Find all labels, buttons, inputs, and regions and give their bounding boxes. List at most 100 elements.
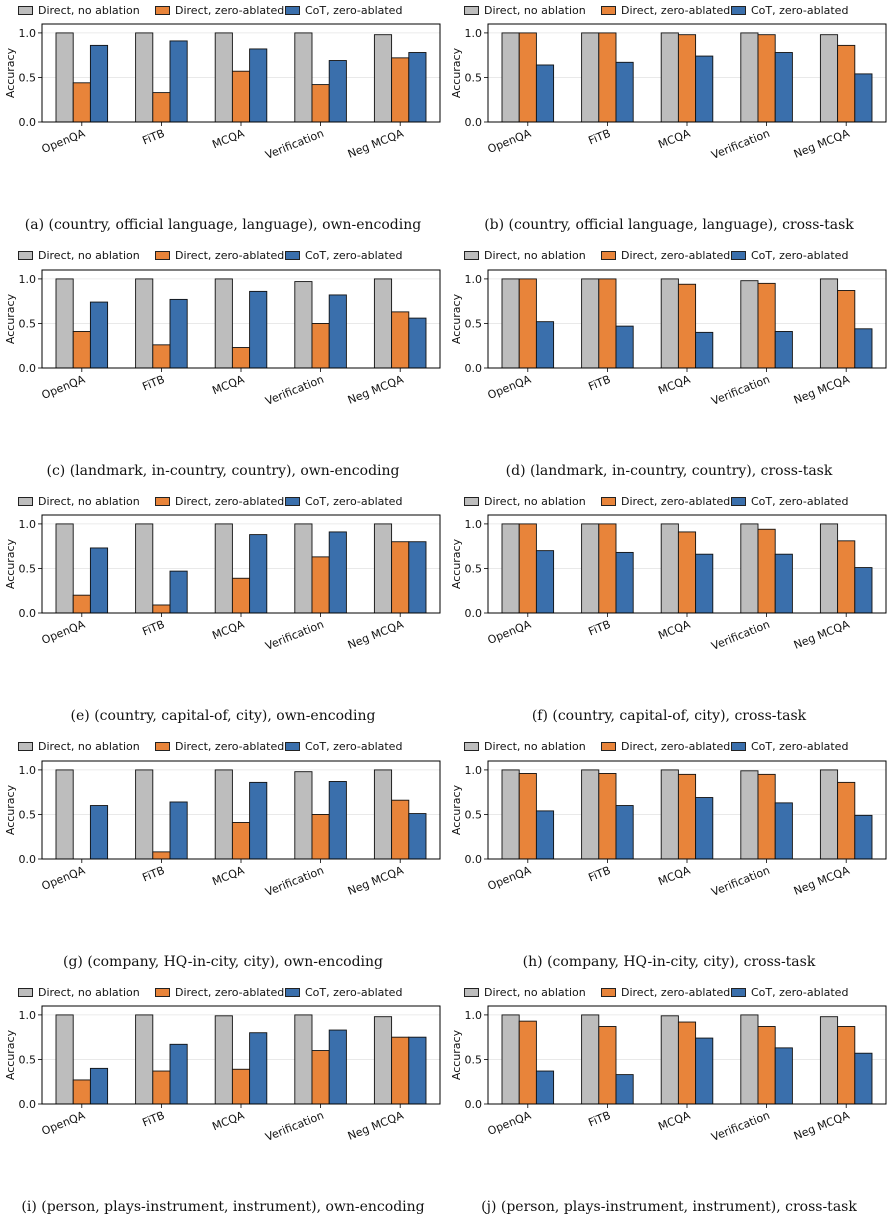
legend-swatch [285,987,300,997]
bar [231,70,251,123]
y-axis-label: Accuracy [4,1029,17,1080]
legend-swatch [731,5,746,15]
bar [373,1016,393,1105]
chart-panel: Direct, no ablation Direct, zero-ablated C… [446,737,892,981]
bar [249,781,268,859]
bar [757,773,776,859]
bar [518,523,537,614]
legend-swatch [464,251,479,260]
legend-label: CoT, zero-ablated [305,249,403,262]
x-tick-label: Neg MCQA [792,863,852,897]
legend-swatch [155,987,170,997]
bar [328,1029,347,1105]
y-tick-label: 1.0 [19,272,37,285]
subfigure-caption: (j) (person, plays-instrument, instrumen… [481,1199,857,1215]
bar [373,34,393,123]
bar [615,1074,634,1105]
bar [55,1014,74,1105]
legend-item: CoT, zero-ablated [731,248,848,264]
bar [231,821,251,859]
y-tick-label: 1.0 [19,763,37,776]
bar [518,772,537,859]
legend-swatch [601,496,616,506]
bar [819,768,839,859]
legend-item: CoT, zero-ablated [285,2,402,18]
legend-swatch [285,251,300,260]
bar [135,523,154,614]
y-axis-label: Accuracy [450,538,463,589]
bar [373,277,393,368]
bar [294,280,313,368]
bar [89,804,109,859]
bar [55,768,74,859]
subfigure-caption: (c) (landmark, in-country, country), own… [46,462,400,479]
bar [535,550,555,614]
bar [740,32,759,123]
bar [373,768,393,859]
legend-swatch [155,251,170,260]
plot-frame [487,23,887,123]
x-tick-label: Neg MCQA [346,372,406,406]
bar [328,293,347,368]
x-tick-label: OpenQA [486,372,534,401]
chart-panel: Direct, no ablation Direct, zero-ablated C… [0,0,446,244]
x-tick-label: FiTB [586,127,612,148]
legend-label: Direct, zero-ablated [621,494,731,508]
x-tick-label: Neg MCQA [792,618,852,652]
x-tick-label: Verification [264,863,326,898]
bar [581,32,600,123]
legend-label: CoT, zero-ablated [751,249,849,262]
bar [55,523,74,614]
legend-swatch [464,5,479,15]
chart-panel: Direct, no ablation Direct, zero-ablated C… [446,0,892,244]
bar [408,541,427,614]
bar [72,330,91,368]
x-tick-label: Neg MCQA [792,1109,852,1143]
subfigure-caption: (b) (country, official language, languag… [484,217,854,233]
legend-item: CoT, zero-ablated [731,493,848,509]
plot-frame [41,269,441,368]
legend-item: Direct, zero-ablated [155,493,284,509]
x-tick-label: MCQA [210,863,246,888]
x-tick-label: OpenQA [486,863,534,892]
plot-frame [41,760,441,859]
chart-panel: Direct, no ablation Direct, zero-ablated C… [0,246,446,490]
x-tick-label: Neg MCQA [792,372,852,406]
bar [311,1050,330,1105]
y-tick-label: 0.5 [19,317,37,330]
bar [501,32,520,123]
bar [169,298,188,368]
x-tick-label: FiTB [140,863,166,884]
y-tick-label: 0.0 [19,853,37,866]
bar [135,32,154,123]
plot-frame [487,514,887,614]
legend-swatch [731,251,746,260]
x-tick-label: FiTB [586,372,612,393]
chart-panel: Direct, no ablation Direct, zero-ablated C… [446,246,892,490]
legend-swatch [601,987,616,997]
bar [740,769,759,859]
legend-item: CoT, zero-ablated [731,2,848,18]
bar [695,1037,714,1105]
bar [89,301,109,368]
bar [677,1021,697,1105]
bar [249,1032,268,1105]
bar [660,277,679,368]
legend-item: Direct, no ablation [464,493,586,509]
bar [854,567,873,614]
legend-swatch [155,742,170,751]
bar [501,277,520,368]
x-tick-label: FiTB [140,372,166,393]
bar [501,768,520,859]
bar [615,325,634,368]
bar [135,277,154,368]
bar [135,768,154,859]
legend-swatch [731,496,746,506]
bar [581,768,600,859]
y-axis-label: Accuracy [450,293,463,344]
y-tick-label: 1.0 [465,1009,483,1022]
legend-swatch [464,496,479,506]
